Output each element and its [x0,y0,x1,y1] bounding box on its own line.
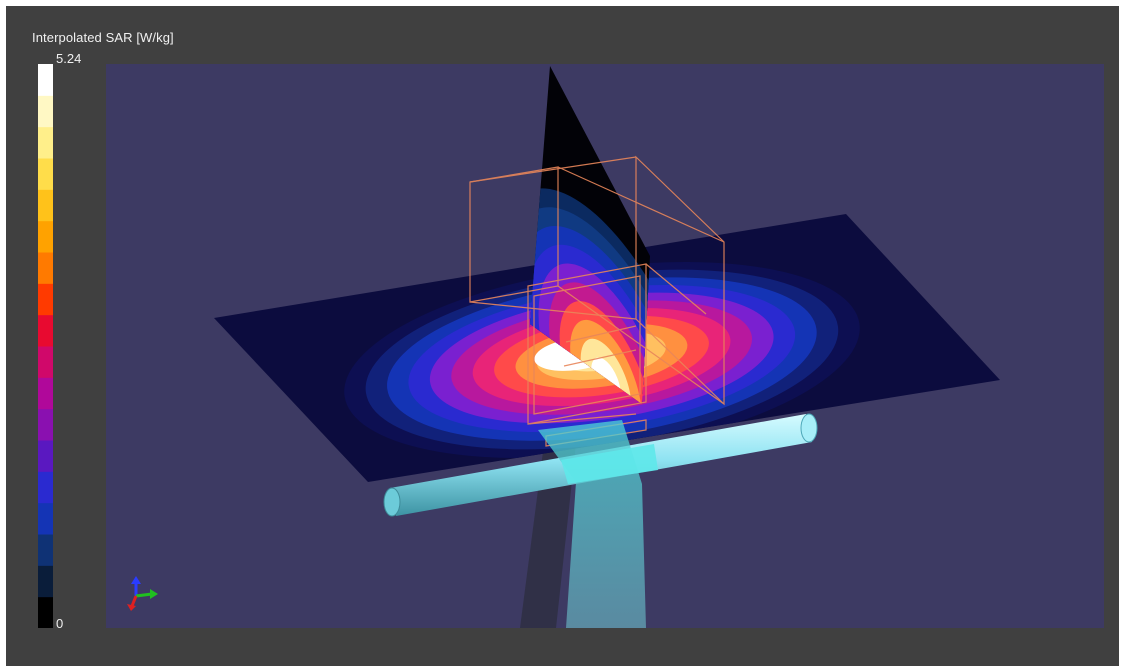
colorbar-band [38,95,53,128]
colorbar-band [38,283,53,316]
colorbar-band [38,408,53,441]
colorbar-band [38,346,53,378]
colorbar-band [38,314,53,347]
colorbar-band [38,596,53,628]
colorbar-band [38,534,53,566]
antenna-wireframe [469,155,725,447]
colorbar-band [38,126,53,159]
colorbar-min-label: 0 [56,616,64,631]
colorbar-max-label: 5.24 [56,51,82,66]
3d-viewport[interactable] [106,64,1104,628]
beam-shadow-left [520,444,576,628]
colorbar-band [38,440,53,472]
colorbar-band [38,502,53,535]
beam-highlight [561,444,658,484]
xyz-orientation-axes-icon [127,576,158,611]
colorbar-band [38,565,53,598]
colorbar-title: Interpolated SAR [W/kg] [32,30,174,45]
colorbar-band [38,252,53,284]
colorbar-band [38,377,53,410]
colorbar-band [38,158,53,190]
colorbar-band [38,471,53,504]
viewer-window: Interpolated SAR [W/kg] 5.24 0 [6,6,1119,666]
colorbar-band [38,64,53,96]
colorbar-band [38,189,53,222]
sar-colorbar [38,64,53,628]
colorbar-band [38,220,53,253]
